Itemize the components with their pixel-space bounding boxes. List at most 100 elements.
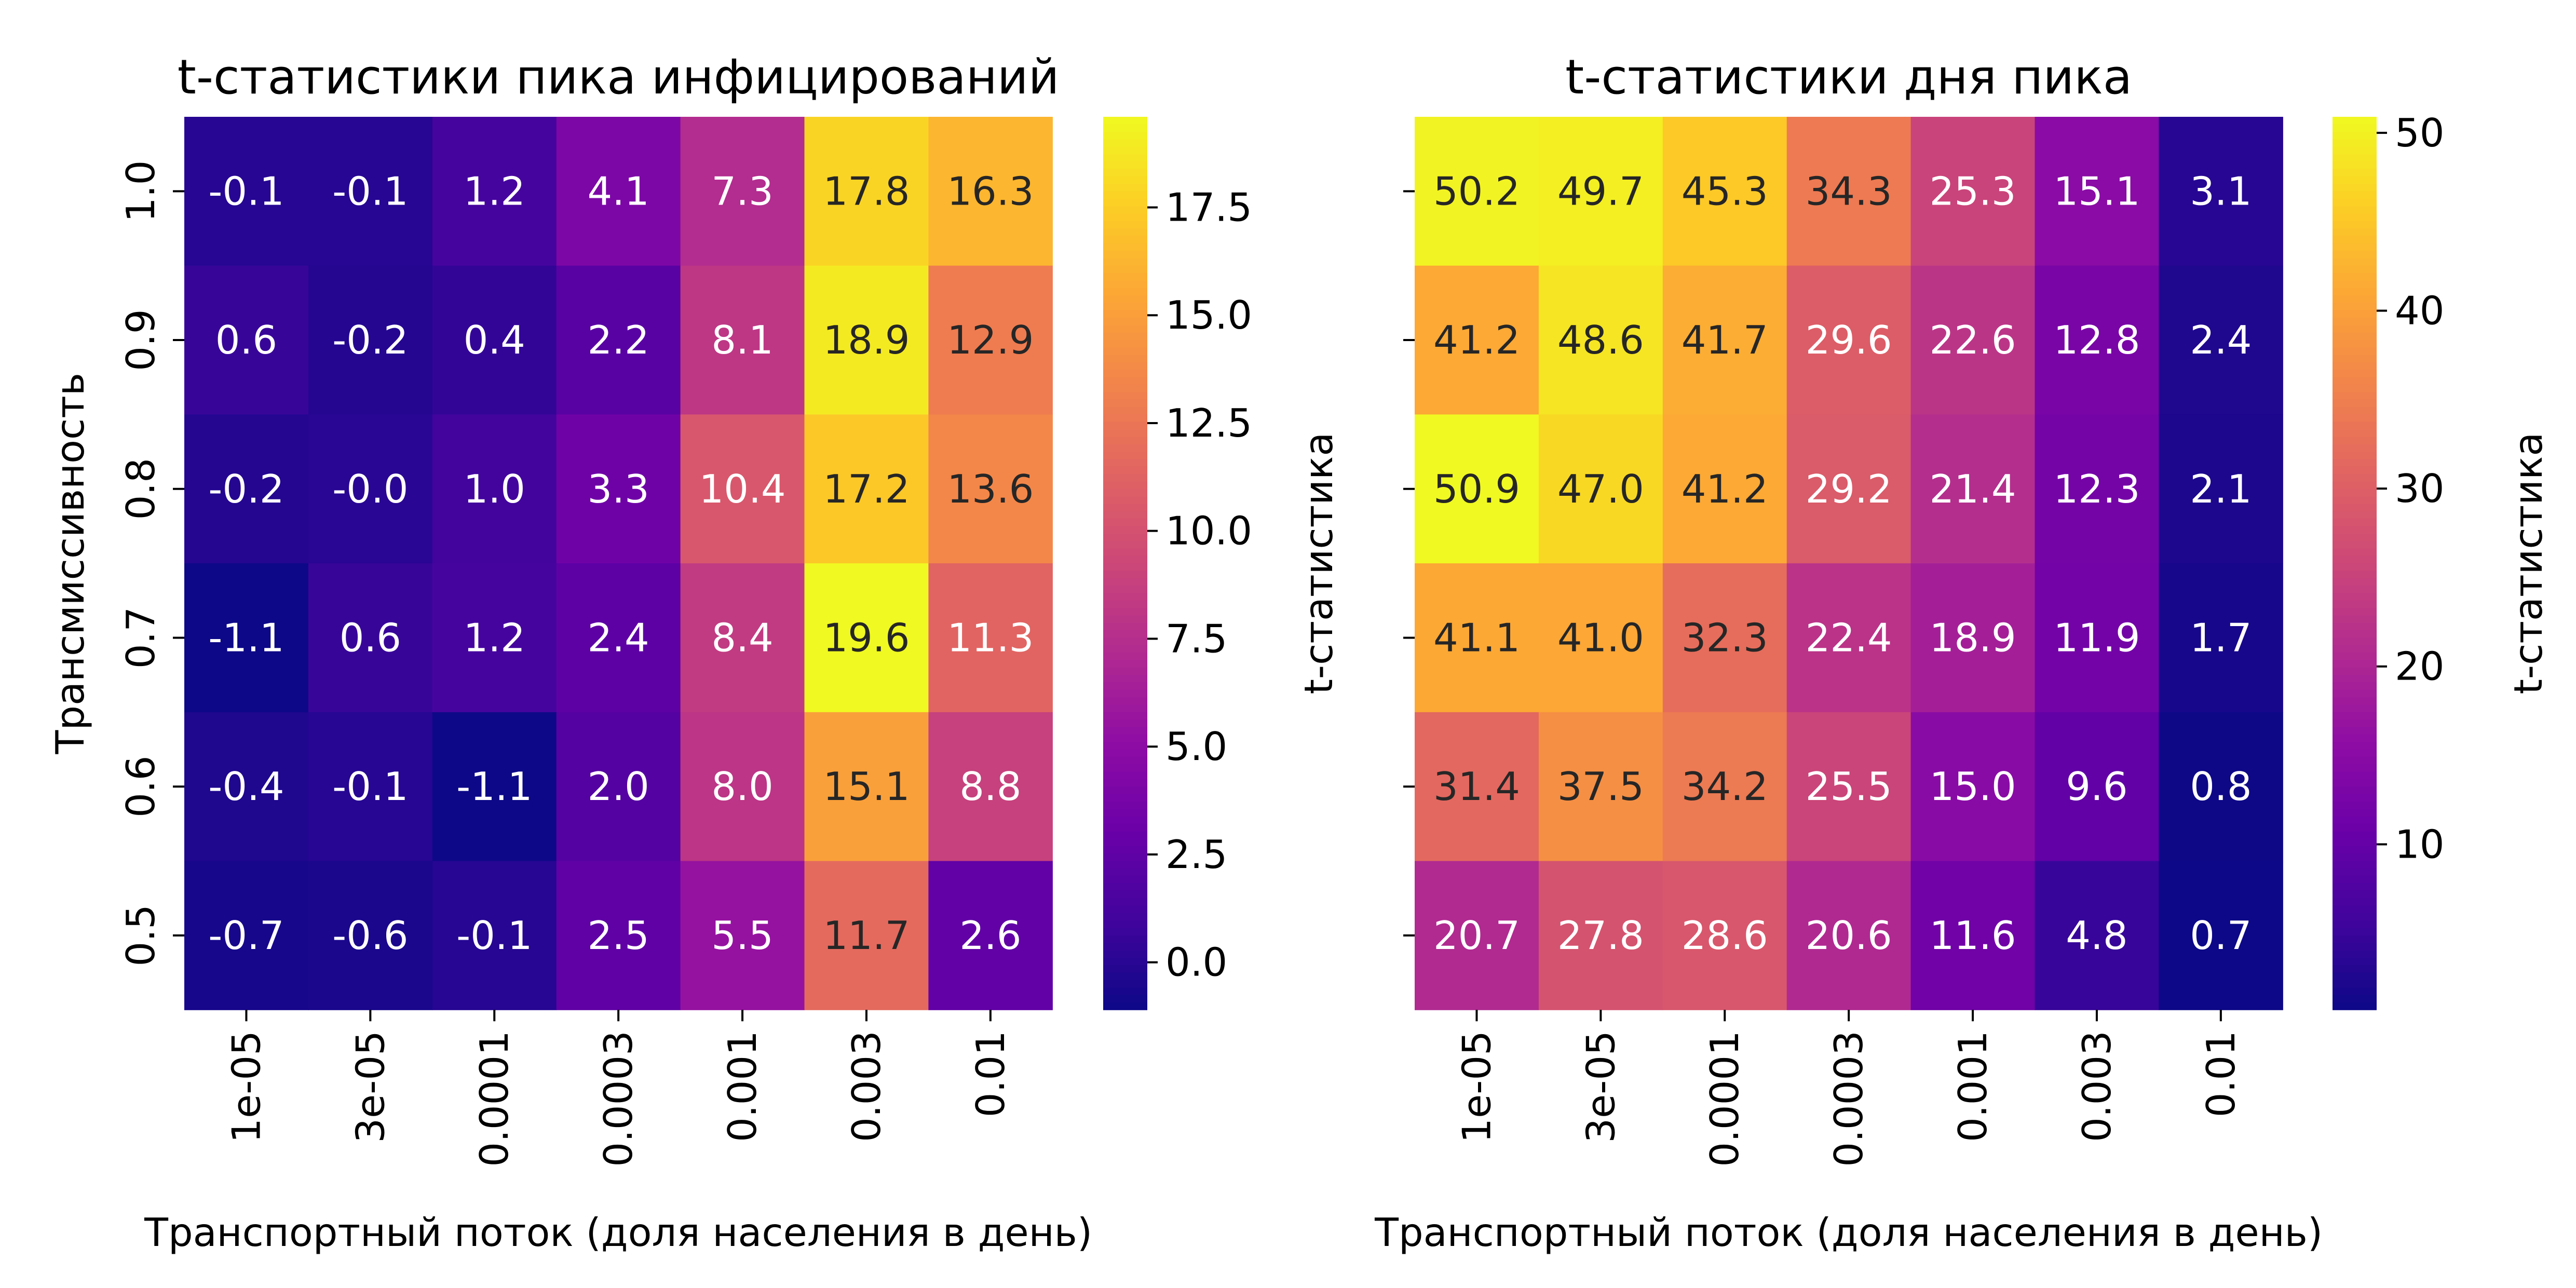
y-tick-label: 1.0 (118, 160, 164, 222)
colorbar-label: t-статистика (1296, 432, 1341, 695)
cell-value-label: 2.1 (2190, 466, 2252, 512)
colorbar-segment (2333, 555, 2377, 564)
colorbar-segment (2333, 169, 2377, 177)
cell-value-label: 41.1 (1433, 615, 1520, 660)
colorbar-segment (1103, 712, 1147, 720)
colorbar-label: t-статистика (2505, 432, 2551, 695)
heatmap-cell (680, 712, 805, 862)
colorbar-segment (1103, 563, 1147, 572)
colorbar-segment (1103, 154, 1147, 162)
heatmap-cell (432, 563, 557, 713)
colorbar-segment (2333, 660, 2377, 668)
heatmap-cell (1910, 563, 2036, 713)
colorbar-segment (1103, 236, 1147, 244)
heatmap-cell (556, 265, 681, 415)
cell-value-label: 50.9 (1433, 466, 1520, 512)
colorbar-segment (1103, 519, 1147, 527)
colorbar-segment (2333, 526, 2377, 534)
heatmap-cell (804, 712, 929, 862)
colorbar-segment (1103, 638, 1147, 646)
cell-value-label: 41.2 (1433, 317, 1520, 363)
heatmap-cell (308, 712, 433, 862)
heatmap-cell (432, 861, 557, 1010)
colorbar-segment (2333, 176, 2377, 184)
colorbar-segment (1103, 831, 1147, 839)
colorbar-segment (2333, 392, 2377, 400)
heatmap-cell (804, 414, 929, 564)
colorbar-segment (1103, 459, 1147, 467)
colorbar-segment (2333, 355, 2377, 363)
cell-value-label: 2.0 (588, 764, 649, 809)
colorbar-segment (2333, 459, 2377, 467)
heatmap-cell (2159, 563, 2283, 713)
cell-value-label: 12.3 (2053, 466, 2140, 512)
colorbar-segment (1103, 362, 1147, 371)
colorbar-segment (1103, 184, 1147, 192)
colorbar-segment (2333, 630, 2377, 639)
colorbar-segment (2333, 720, 2377, 728)
cell-value-label: 11.9 (2053, 615, 2140, 660)
colorbar-segment (1103, 868, 1147, 876)
heatmap-panel-1: -0.1 -0.1 1.2 4.1 7.3 17.8 16.3 0.6 -0.2 0.4 2.2 8.… (47, 49, 1341, 1255)
colorbar-segment (1103, 251, 1147, 259)
colorbar-segment (1103, 541, 1147, 549)
colorbar-segment (2333, 928, 2377, 936)
heatmap-cell (928, 265, 1053, 415)
colorbar-segment (1103, 176, 1147, 184)
colorbar-segment (2333, 913, 2377, 921)
colorbar-segment (1103, 347, 1147, 356)
heatmap-cell (1415, 861, 1539, 1010)
panels-layer: -0.1 -0.1 1.2 4.1 7.3 17.8 16.3 0.6 -0.2 0.4 2.2 8.… (47, 49, 2551, 1255)
heatmap-cell (2159, 712, 2283, 862)
colorbar-segment (1103, 206, 1147, 214)
colorbar-segment (1103, 682, 1147, 690)
cell-value-label: 15.0 (1930, 764, 2016, 809)
cell-value-label: 18.9 (1930, 615, 2016, 660)
colorbar-segment (1103, 965, 1147, 973)
cell-value-label: 0.6 (215, 317, 277, 363)
x-tick-label: 0.001 (720, 1031, 765, 1142)
cell-value-label: 22.6 (1930, 317, 2016, 363)
colorbar-segment (1103, 221, 1147, 229)
colorbar-segment (2333, 511, 2377, 519)
cell-value-label: 37.5 (1557, 764, 1644, 809)
colorbar-segment (2333, 213, 2377, 222)
heatmap-cell (1910, 414, 2036, 564)
cell-value-label: 20.7 (1433, 913, 1520, 958)
x-tick-label: 0.0001 (471, 1031, 517, 1167)
colorbar-segment (1103, 526, 1147, 534)
cell-value-label: 0.8 (2190, 764, 2252, 809)
cell-value-label: 11.6 (1930, 913, 2016, 958)
y-tick-label: 0.5 (118, 904, 164, 966)
heatmap-cell (928, 563, 1053, 713)
colorbar-segment (2333, 131, 2377, 140)
heatmap-cell (2035, 712, 2159, 862)
colorbar-segment (2333, 303, 2377, 311)
cell-value-label: 3.3 (588, 466, 649, 512)
colorbar-segment (2333, 987, 2377, 996)
colorbar-segment (1103, 846, 1147, 854)
colorbar-segment (2333, 474, 2377, 482)
colorbar-segment (2333, 452, 2377, 460)
heatmap-panel-2: 50.2 49.7 45.3 34.3 25.3 15.1 3.1 41.2 48.6 41.7 2… (1374, 49, 2551, 1255)
y-tick-label: 0.9 (118, 309, 164, 371)
colorbar-segment (1103, 273, 1147, 281)
heatmap-cell (1786, 117, 1911, 266)
chart-title: t-статистики дня пика (1565, 49, 2132, 105)
colorbar-tick-label: 15.0 (1165, 292, 1252, 338)
cell-value-label: 1.2 (464, 615, 525, 660)
cell-value-label: -0.2 (208, 466, 284, 512)
colorbar-segment (2333, 161, 2377, 170)
colorbar-segment (2333, 586, 2377, 594)
cell-value-label: 15.1 (2053, 168, 2140, 214)
colorbar-segment (1103, 377, 1147, 385)
colorbar-segment (1103, 303, 1147, 311)
colorbar-segment (2333, 318, 2377, 326)
cell-value-label: 32.3 (1682, 615, 1768, 660)
colorbar-segment (2333, 533, 2377, 541)
cell-value-label: 16.3 (947, 168, 1034, 214)
heatmap-cell (1910, 265, 2036, 415)
colorbar-segment (2333, 325, 2377, 333)
colorbar-segment (2333, 481, 2377, 490)
colorbar-segment (1103, 823, 1147, 832)
